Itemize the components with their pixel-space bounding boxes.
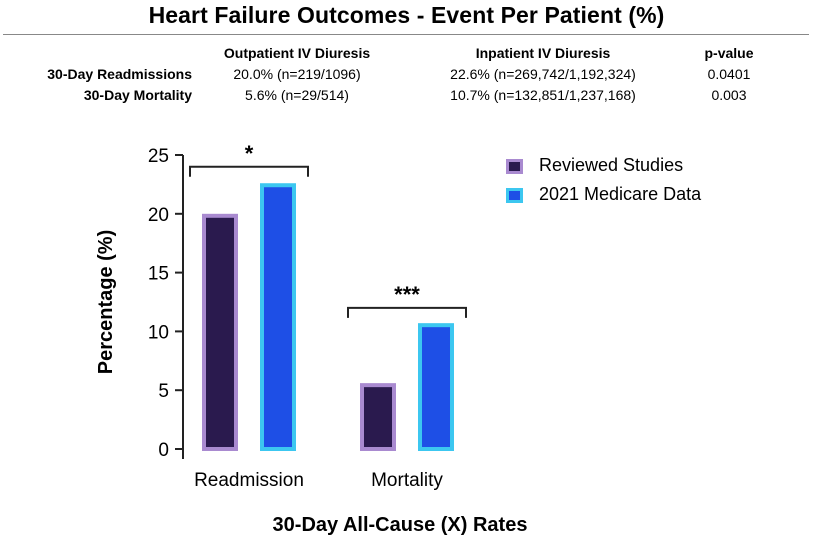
legend-swatch-reviewed xyxy=(506,159,523,174)
y-tick-label: 20 xyxy=(148,205,169,226)
summary-cell-outpatient: 20.0% (n=219/1096) xyxy=(233,65,361,82)
legend-swatch-medicare xyxy=(506,188,523,203)
summary-table: Outpatient IV Diuresis Inpatient IV Diur… xyxy=(0,42,774,105)
summary-row-readmissions: 30-Day Readmissions 20.0% (n=219/1096) 2… xyxy=(0,63,774,84)
summary-row-mortality: 30-Day Mortality 5.6% (n=29/514) 10.7% (… xyxy=(0,84,774,105)
y-tick-label: 0 xyxy=(158,440,169,461)
y-tick-label: 10 xyxy=(148,322,169,343)
significance-label: *** xyxy=(394,282,420,307)
bar-medicare-mortality xyxy=(418,323,454,451)
x-tick-label: Mortality xyxy=(371,470,443,491)
significance-bracket xyxy=(347,306,467,318)
y-axis-title: Percentage (%) xyxy=(95,230,117,375)
summary-header-outpatient: Outpatient IV Diuresis xyxy=(223,44,371,61)
y-tick-label: 5 xyxy=(158,381,169,402)
title-divider xyxy=(3,34,809,35)
y-tick-label: 15 xyxy=(148,264,169,285)
summary-cell-inpatient: 10.7% (n=132,851/1,237,168) xyxy=(450,86,636,103)
summary-cell-pvalue: 0.0401 xyxy=(707,65,751,82)
summary-row-label: 30-Day Readmissions xyxy=(47,65,192,82)
y-tick-label: 25 xyxy=(148,146,169,167)
summary-cell-pvalue: 0.003 xyxy=(711,86,747,103)
bar-reviewed-mortality xyxy=(360,383,396,452)
bar-medicare-readmission xyxy=(260,183,296,451)
legend-label-medicare: 2021 Medicare Data xyxy=(539,184,702,204)
summary-header-inpatient: Inpatient IV Diuresis xyxy=(475,44,611,61)
summary-header-row: Outpatient IV Diuresis Inpatient IV Diur… xyxy=(0,42,774,63)
x-axis-title: 30-Day All-Cause (X) Rates xyxy=(272,514,528,536)
summary-header-pvalue: p-value xyxy=(704,44,754,61)
significance-label: * xyxy=(245,141,254,166)
summary-cell-outpatient: 5.6% (n=29/514) xyxy=(245,86,349,103)
legend-label-reviewed: Reviewed Studies xyxy=(539,155,684,175)
significance-bracket xyxy=(189,165,309,177)
summary-row-label: 30-Day Mortality xyxy=(83,86,192,103)
chart-title: Heart Failure Outcomes - Event Per Patie… xyxy=(148,2,665,28)
x-tick-label: Readmission xyxy=(194,470,304,491)
bar-reviewed-readmission xyxy=(202,213,238,451)
summary-cell-inpatient: 22.6% (n=269,742/1,192,324) xyxy=(450,65,636,82)
